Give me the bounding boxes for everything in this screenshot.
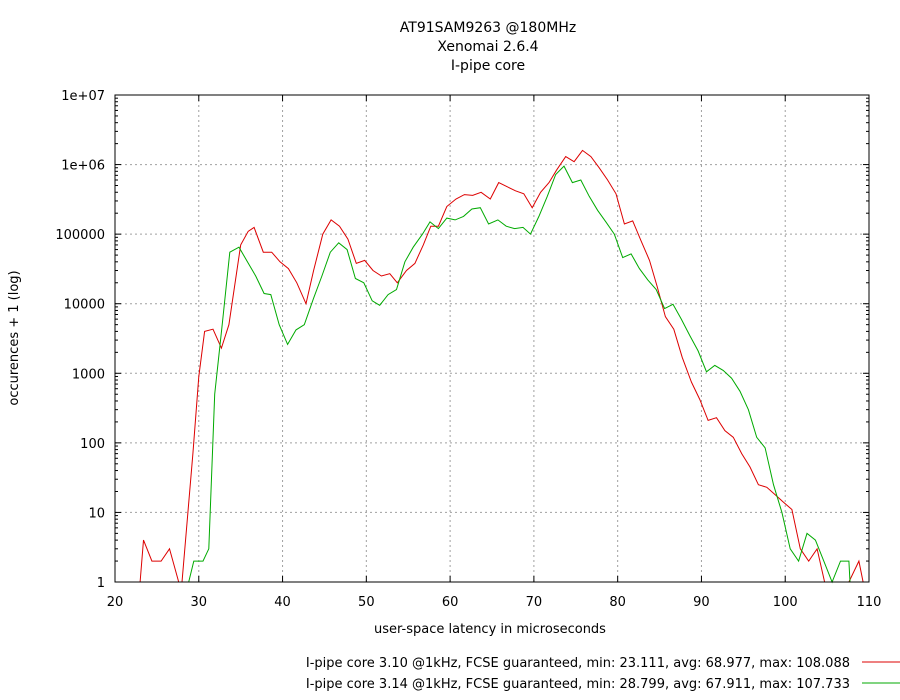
series-line-2 [188,165,851,584]
y-tick-label: 1 [97,576,105,591]
y-tick-label: 100 [80,437,105,452]
chart-title-line-2: Xenomai 2.6.4 [437,39,538,55]
legend-label-series-2: I-pipe core 3.14 @1kHz, FCSE guaranteed,… [306,677,850,692]
chart-title: AT91SAM9263 @180MHz Xenomai 2.6.4 I-pipe… [400,20,576,74]
x-tick-label: 70 [526,595,543,610]
x-axis-label: user-space latency in microseconds [374,622,606,637]
plot-series [139,149,864,584]
y-tick-label: 10000 [64,298,105,313]
legend: I-pipe core 3.10 @1kHz, FCSE guaranteed,… [306,656,900,692]
x-tick-label: 100 [773,595,798,610]
x-tick-label: 20 [107,595,124,610]
x-tick-label: 90 [693,595,710,610]
x-tick-label: 110 [857,595,882,610]
y-tick-label: 100000 [55,228,105,243]
y-tick-label: 1e+07 [61,89,105,104]
x-tick-label: 50 [358,595,375,610]
gridlines [115,95,869,582]
x-tick-label: 60 [442,595,459,610]
axis-ticks: 20 30 40 50 60 70 80 90 100 110110100100010000100… [55,89,881,610]
x-tick-label: 40 [274,595,291,610]
y-tick-label: 1000 [72,367,105,382]
chart-title-line-3: I-pipe core [451,58,525,74]
y-axis-label: occurences + 1 (log) [7,270,22,405]
plot-area-frame [114,94,870,583]
x-tick-label: 30 [191,595,208,610]
legend-label-series-1: I-pipe core 3.10 @1kHz, FCSE guaranteed,… [306,656,850,671]
series-line-1 [139,149,864,583]
chart-title-line-1: AT91SAM9263 @180MHz [400,20,576,36]
x-tick-label: 80 [609,595,626,610]
y-tick-label: 1e+06 [61,159,105,174]
y-tick-label: 10 [88,506,105,521]
